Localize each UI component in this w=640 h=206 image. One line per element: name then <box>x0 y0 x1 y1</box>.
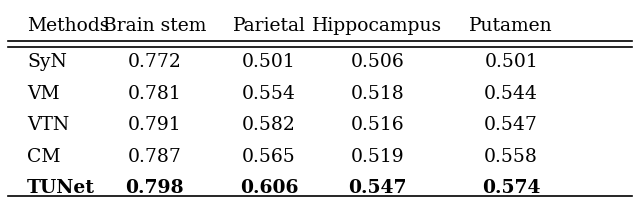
Text: SyN: SyN <box>27 53 67 71</box>
Text: 0.798: 0.798 <box>125 179 184 197</box>
Text: 0.772: 0.772 <box>127 53 181 71</box>
Text: VM: VM <box>27 85 60 103</box>
Text: 0.558: 0.558 <box>484 148 538 166</box>
Text: Putamen: Putamen <box>469 17 553 35</box>
Text: 0.547: 0.547 <box>484 116 538 134</box>
Text: TUNet: TUNet <box>27 179 95 197</box>
Text: Parietal: Parietal <box>232 17 305 35</box>
Text: 0.791: 0.791 <box>127 116 181 134</box>
Text: 0.516: 0.516 <box>351 116 404 134</box>
Text: 0.565: 0.565 <box>242 148 296 166</box>
Text: 0.582: 0.582 <box>242 116 296 134</box>
Text: 0.506: 0.506 <box>351 53 404 71</box>
Text: 0.519: 0.519 <box>351 148 404 166</box>
Text: 0.518: 0.518 <box>351 85 404 103</box>
Text: 0.501: 0.501 <box>242 53 296 71</box>
Text: 0.547: 0.547 <box>348 179 406 197</box>
Text: Hippocampus: Hippocampus <box>312 17 442 35</box>
Text: Brain stem: Brain stem <box>102 17 206 35</box>
Text: Methods: Methods <box>27 17 109 35</box>
Text: 0.544: 0.544 <box>484 85 538 103</box>
Text: 0.554: 0.554 <box>242 85 296 103</box>
Text: VTN: VTN <box>27 116 69 134</box>
Text: 0.781: 0.781 <box>127 85 181 103</box>
Text: CM: CM <box>27 148 60 166</box>
Text: 0.574: 0.574 <box>482 179 540 197</box>
Text: 0.787: 0.787 <box>127 148 181 166</box>
Text: 0.606: 0.606 <box>240 179 298 197</box>
Text: 0.501: 0.501 <box>484 53 538 71</box>
